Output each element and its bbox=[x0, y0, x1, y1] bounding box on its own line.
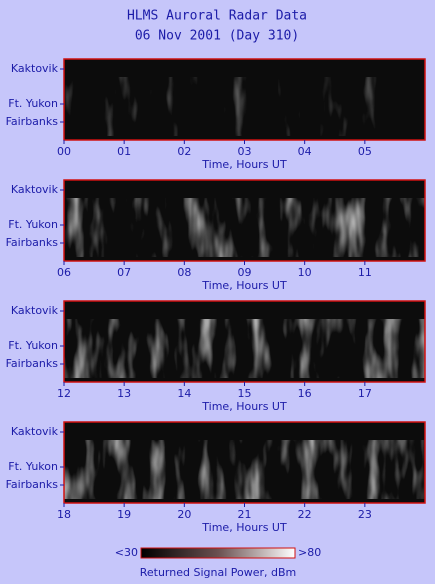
x-tick-label: 13 bbox=[117, 387, 131, 400]
x-axis-label: Time, Hours UT bbox=[201, 400, 287, 413]
x-tick-label: 18 bbox=[57, 508, 71, 521]
x-tick-label: 17 bbox=[358, 387, 372, 400]
chart-subtitle: 06 Nov 2001 (Day 310) bbox=[135, 29, 299, 44]
x-tick-label: 00 bbox=[57, 145, 71, 158]
station-label: Fairbanks bbox=[6, 115, 59, 128]
x-tick-label: 16 bbox=[298, 387, 312, 400]
colorbar-label: Returned Signal Power, dBm bbox=[140, 566, 297, 579]
x-tick-label: 21 bbox=[238, 508, 252, 521]
station-label: Kaktovik bbox=[11, 304, 59, 317]
x-tick-label: 10 bbox=[298, 266, 312, 279]
x-tick-label: 20 bbox=[177, 508, 191, 521]
station-label: Fairbanks bbox=[6, 236, 59, 249]
x-tick-label: 12 bbox=[57, 387, 71, 400]
x-axis-label: Time, Hours UT bbox=[201, 158, 287, 171]
x-tick-label: 19 bbox=[117, 508, 131, 521]
x-tick-label: 04 bbox=[298, 145, 312, 158]
chart-title: HLMS Auroral Radar Data bbox=[127, 9, 307, 24]
x-tick-label: 01 bbox=[117, 145, 131, 158]
x-axis-label: Time, Hours UT bbox=[201, 521, 287, 534]
x-tick-label: 03 bbox=[238, 145, 252, 158]
radar-texture bbox=[64, 319, 425, 378]
radar-texture bbox=[64, 440, 425, 499]
x-tick-label: 11 bbox=[358, 266, 372, 279]
radar-texture bbox=[64, 77, 425, 136]
station-label: Ft. Yukon bbox=[8, 218, 58, 231]
x-tick-label: 14 bbox=[177, 387, 191, 400]
x-axis-label: Time, Hours UT bbox=[201, 279, 287, 292]
colorbar bbox=[140, 547, 296, 559]
x-tick-label: 08 bbox=[177, 266, 191, 279]
colorbar-tick-label: <30 bbox=[115, 546, 138, 559]
station-label: Fairbanks bbox=[6, 478, 59, 491]
x-tick-label: 23 bbox=[358, 508, 372, 521]
station-label: Ft. Yukon bbox=[8, 460, 58, 473]
x-tick-label: 22 bbox=[298, 508, 312, 521]
x-tick-label: 09 bbox=[238, 266, 252, 279]
x-tick-label: 06 bbox=[57, 266, 71, 279]
radar-texture bbox=[64, 198, 425, 257]
station-label: Fairbanks bbox=[6, 357, 59, 370]
colorbar-tick-label: >80 bbox=[298, 546, 321, 559]
station-label: Ft. Yukon bbox=[8, 339, 58, 352]
x-tick-label: 15 bbox=[238, 387, 252, 400]
station-label: Kaktovik bbox=[11, 62, 59, 75]
station-label: Ft. Yukon bbox=[8, 97, 58, 110]
station-label: Kaktovik bbox=[11, 425, 59, 438]
x-tick-label: 07 bbox=[117, 266, 131, 279]
station-label: Kaktovik bbox=[11, 183, 59, 196]
x-tick-label: 05 bbox=[358, 145, 372, 158]
x-tick-label: 02 bbox=[177, 145, 191, 158]
